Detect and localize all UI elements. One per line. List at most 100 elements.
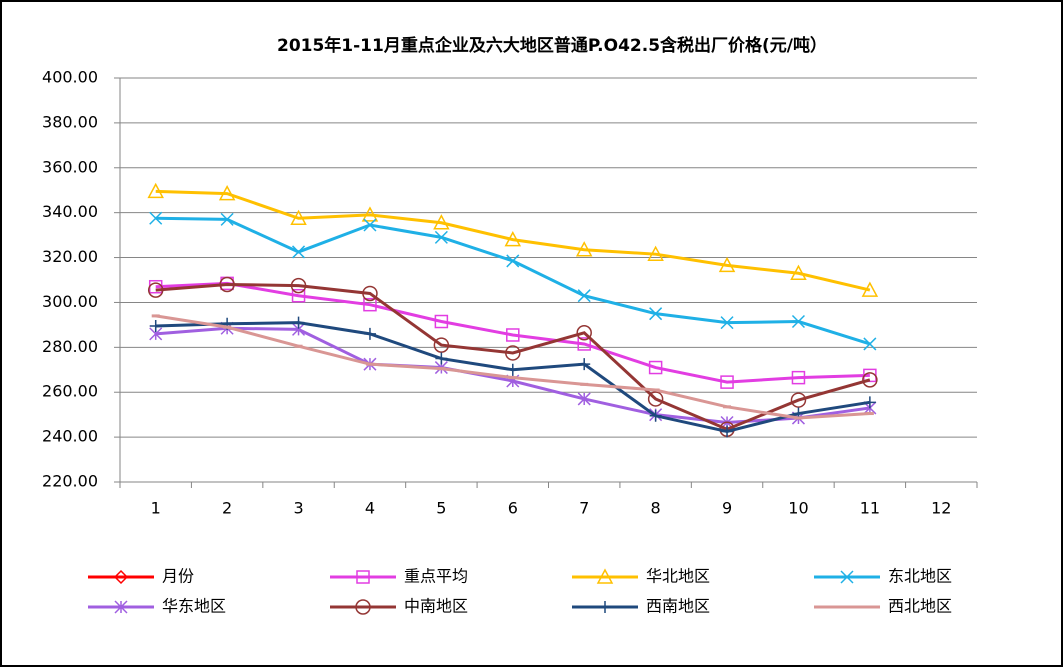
marker (504, 231, 522, 247)
chart-title: 2015年1-11月重点企业及六大地区普通P.O42.5含税出厂价格(元/吨） (277, 35, 827, 56)
marker-part (720, 375, 734, 389)
marker (575, 241, 593, 257)
x-tick-label: 11 (860, 499, 880, 518)
marker (577, 289, 591, 303)
marker-part (861, 281, 879, 297)
marker (649, 409, 662, 422)
marker-part (433, 214, 450, 230)
marker-part (863, 396, 876, 409)
marker (649, 307, 663, 321)
marker (720, 316, 734, 330)
marker (862, 372, 878, 388)
marker (219, 276, 235, 293)
y-tick-label: 380.00 (42, 112, 98, 131)
marker-part (790, 392, 807, 408)
marker-part (577, 289, 591, 303)
marker-part (219, 276, 235, 293)
marker (433, 337, 450, 353)
marker (576, 324, 592, 341)
marker-part (649, 307, 663, 321)
marker-part (506, 254, 520, 268)
series-line (155, 189, 871, 292)
x-tick-label: 6 (508, 499, 518, 518)
marker (577, 392, 591, 406)
marker (721, 425, 734, 438)
x-tick-label: 3 (293, 499, 303, 518)
marker (149, 211, 163, 225)
marker (291, 288, 306, 303)
marker-part (147, 182, 164, 199)
marker-part (433, 337, 450, 353)
marker (577, 337, 591, 351)
marker-part (648, 360, 663, 375)
y-tick-label: 320.00 (42, 247, 98, 266)
marker (149, 320, 162, 333)
marker-part (649, 409, 662, 422)
marker (292, 245, 306, 259)
marker (578, 358, 591, 371)
marker (863, 396, 876, 409)
x-tick-label: 5 (436, 499, 446, 518)
marker-part (355, 599, 371, 615)
marker (147, 182, 164, 199)
marker (840, 570, 854, 584)
marker-part (575, 241, 593, 257)
marker-part (362, 285, 378, 302)
legend-label: 重点平均 (404, 567, 468, 586)
marker-part (720, 316, 734, 330)
marker-part (718, 256, 736, 273)
marker (433, 214, 450, 230)
y-tick-label: 260.00 (42, 382, 98, 401)
marker-part (356, 570, 370, 584)
marker (356, 570, 370, 584)
marker (790, 392, 807, 408)
series-line (155, 282, 871, 431)
marker-part (434, 314, 449, 329)
legend-label: 西南地区 (646, 597, 710, 616)
legend-label: 华东地区 (162, 597, 226, 616)
marker (861, 281, 879, 297)
marker-part (599, 601, 611, 613)
y-tick-label: 300.00 (42, 292, 98, 311)
legend-label: 华北地区 (646, 567, 710, 586)
marker-part (149, 211, 163, 225)
marker (506, 363, 519, 376)
legend-label: 西北地区 (888, 597, 952, 616)
marker-part (290, 277, 307, 294)
marker (220, 212, 234, 226)
legend-label: 月份 (162, 567, 194, 586)
marker-part (363, 297, 377, 312)
marker-part (361, 206, 379, 222)
marker-part (596, 568, 614, 584)
x-tick-label: 1 (151, 499, 161, 518)
marker (599, 601, 611, 613)
marker (434, 314, 449, 329)
marker (218, 185, 236, 201)
marker-part (292, 316, 305, 329)
x-tick-label: 4 (365, 499, 375, 518)
marker (505, 345, 521, 361)
y-tick-label: 360.00 (42, 157, 98, 176)
marker-part (149, 320, 162, 333)
marker (506, 254, 520, 268)
x-tick-label: 2 (222, 499, 232, 518)
marker (363, 218, 377, 232)
x-tick-label: 12 (931, 499, 951, 518)
marker (113, 569, 129, 585)
marker (362, 285, 378, 302)
marker-part (291, 288, 306, 303)
marker (361, 206, 379, 222)
marker-part (840, 570, 854, 584)
y-tick-label: 220.00 (42, 472, 98, 491)
marker-part (863, 337, 877, 351)
marker-part (506, 328, 520, 342)
marker-part (363, 327, 376, 340)
marker-part (435, 352, 448, 365)
marker (147, 282, 164, 298)
legend-label: 中南地区 (404, 597, 468, 616)
marker-part (647, 245, 664, 261)
marker-part (220, 212, 234, 226)
marker-part (790, 264, 807, 281)
marker (790, 264, 807, 281)
